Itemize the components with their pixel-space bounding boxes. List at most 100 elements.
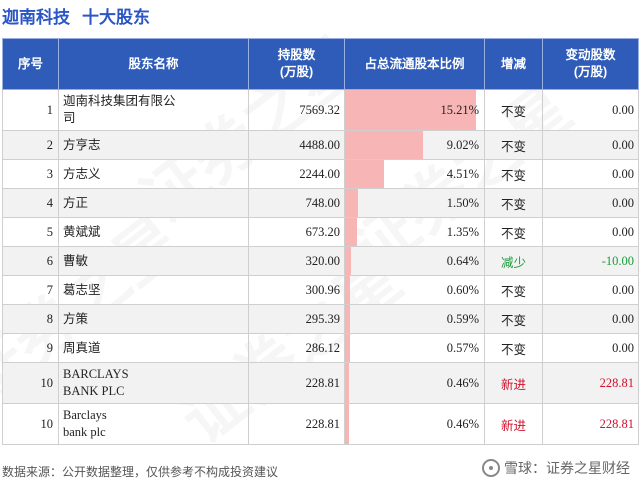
ratio-cell: 9.02%	[344, 130, 485, 160]
ratio-cell: 0.46%	[344, 362, 485, 404]
shareholder-name: 曹敏	[58, 246, 249, 276]
col-header-change: 增减	[484, 38, 543, 90]
change-status: 不变	[484, 89, 543, 131]
ratio-value: 9.02%	[446, 137, 479, 152]
ratio-bar	[345, 131, 423, 159]
ratio-value: 4.51%	[446, 166, 479, 181]
ratio-value: 0.59%	[446, 311, 479, 326]
ratio-value: 0.46%	[446, 416, 479, 431]
change-status: 不变	[484, 275, 543, 305]
ratio-cell: 0.64%	[344, 246, 485, 276]
shareholder-name: BARCLAYS BANK PLC	[58, 362, 249, 404]
change-amount: 0.00	[542, 130, 639, 160]
change-status: 不变	[484, 333, 543, 363]
row-index: 10	[2, 403, 59, 445]
row-index: 4	[2, 188, 59, 218]
change-status: 不变	[484, 217, 543, 247]
data-source-note: 数据来源：公开数据整理，仅供参考不构成投资建议	[2, 465, 279, 479]
ratio-cell: 0.59%	[344, 304, 485, 334]
row-index: 7	[2, 275, 59, 305]
change-status: 不变	[484, 188, 543, 218]
ratio-cell: 4.51%	[344, 159, 485, 189]
row-index: 2	[2, 130, 59, 160]
ratio-value: 1.50%	[446, 195, 479, 210]
ratio-cell: 15.21%	[344, 89, 485, 131]
change-amount: 0.00	[542, 188, 639, 218]
shares-held: 2244.00	[248, 159, 345, 189]
ratio-cell: 0.46%	[344, 403, 485, 445]
logo-text: 雪球：证券之星财经	[504, 460, 630, 476]
col-header-shares: 持股数 (万股)	[248, 38, 345, 90]
ratio-cell: 0.57%	[344, 333, 485, 363]
table-header-row: 序号 股东名称 持股数 (万股) 占总流通股本比例 增减 变动股数 (万股)	[2, 38, 639, 90]
row-index: 10	[2, 362, 59, 404]
ratio-value: 0.60%	[446, 282, 479, 297]
shareholder-table: 序号 股东名称 持股数 (万股) 占总流通股本比例 增减 变动股数 (万股) 1…	[2, 38, 639, 445]
change-amount: 0.00	[542, 333, 639, 363]
shares-held: 286.12	[248, 333, 345, 363]
ratio-bar	[345, 90, 477, 130]
shares-held: 228.81	[248, 403, 345, 445]
shareholder-name: 方正	[58, 188, 249, 218]
shareholder-name: 葛志坚	[58, 275, 249, 305]
col-header-ratio: 占总流通股本比例	[344, 38, 485, 90]
table-row: 6 曹敏 320.00 0.64% 减少 -10.00	[2, 246, 639, 276]
table-row: 8 方策 295.39 0.59% 不变 0.00	[2, 304, 639, 334]
table-row: 10 BARCLAYS BANK PLC 228.81 0.46% 新进 228.81	[2, 362, 639, 404]
change-status: 不变	[484, 130, 543, 160]
ratio-bar	[345, 160, 384, 188]
change-status: 新进	[484, 403, 543, 445]
change-status: 不变	[484, 159, 543, 189]
snowball-icon	[482, 459, 500, 477]
xueqiu-logo: 雪球：证券之星财经	[482, 458, 630, 478]
ratio-bar	[345, 404, 349, 444]
shares-held: 228.81	[248, 362, 345, 404]
shares-held: 7569.32	[248, 89, 345, 131]
row-index: 5	[2, 217, 59, 247]
change-amount: 228.81	[542, 403, 639, 445]
change-amount: 0.00	[542, 304, 639, 334]
row-index: 9	[2, 333, 59, 363]
ratio-value: 0.57%	[446, 340, 479, 355]
section-name: 十大股东	[82, 8, 150, 27]
col-header-name: 股东名称	[58, 38, 249, 90]
row-index: 6	[2, 246, 59, 276]
shares-held: 673.20	[248, 217, 345, 247]
change-status: 不变	[484, 304, 543, 334]
row-index: 3	[2, 159, 59, 189]
shareholder-name: Barclays bank plc	[58, 403, 249, 445]
col-header-idx: 序号	[2, 38, 59, 90]
change-amount: 0.00	[542, 89, 639, 131]
ratio-bar	[345, 305, 351, 333]
table-row: 7 葛志坚 300.96 0.60% 不变 0.00	[2, 275, 639, 305]
ratio-bar	[345, 334, 350, 362]
ratio-bar	[345, 247, 351, 275]
shares-held: 320.00	[248, 246, 345, 276]
ratio-value: 0.46%	[446, 375, 479, 390]
change-status: 新进	[484, 362, 543, 404]
table-row: 3 方志义 2244.00 4.51% 不变 0.00	[2, 159, 639, 189]
change-amount: 228.81	[542, 362, 639, 404]
ratio-bar	[345, 218, 357, 246]
table-row: 9 周真道 286.12 0.57% 不变 0.00	[2, 333, 639, 363]
change-amount: 0.00	[542, 159, 639, 189]
shareholder-name: 方志义	[58, 159, 249, 189]
ratio-cell: 1.35%	[344, 217, 485, 247]
ratio-cell: 1.50%	[344, 188, 485, 218]
shareholder-name: 黄斌斌	[58, 217, 249, 247]
ratio-value: 0.64%	[446, 253, 479, 268]
page-title: 迦南科技 十大股东	[2, 3, 162, 27]
change-amount: 0.00	[542, 275, 639, 305]
ratio-bar	[345, 189, 358, 217]
col-header-delta: 变动股数 (万股)	[542, 38, 639, 90]
change-status: 减少	[484, 246, 543, 276]
company-name: 迦南科技	[2, 8, 70, 27]
ratio-value: 1.35%	[446, 224, 479, 239]
shares-held: 295.39	[248, 304, 345, 334]
shareholder-name: 方亨志	[58, 130, 249, 160]
ratio-value: 15.21%	[440, 102, 479, 117]
change-amount: -10.00	[542, 246, 639, 276]
shareholder-name: 周真道	[58, 333, 249, 363]
ratio-bar	[345, 363, 349, 403]
table-row: 10 Barclays bank plc 228.81 0.46% 新进 228.81	[2, 403, 639, 445]
